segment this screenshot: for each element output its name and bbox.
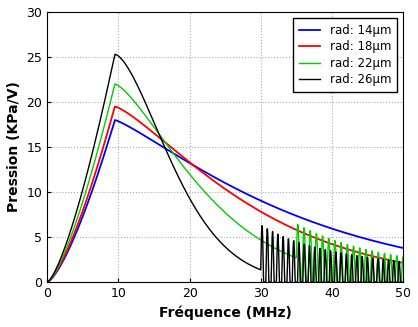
rad: 14μm: (37.3, 6.67): 14μm: (37.3, 6.67) [310, 220, 315, 224]
rad: 26μm: (32.5, 3.16): 26μm: (32.5, 3.16) [276, 252, 281, 256]
rad: 14μm: (32.5, 8.16): 14μm: (32.5, 8.16) [276, 207, 281, 211]
Legend: rad: 14μm, rad: 18μm, rad: 22μm, rad: 26μm: rad: 14μm, rad: 18μm, rad: 22μm, rad: 26… [293, 18, 397, 92]
rad: 22μm: (50, 2.82): 22μm: (50, 2.82) [400, 255, 405, 259]
rad: 18μm: (9.08, 18.3): 18μm: (9.08, 18.3) [110, 115, 115, 119]
rad: 22μm: (32.5, 3.56): 22μm: (32.5, 3.56) [276, 248, 281, 252]
rad: 18μm: (0, 0): 18μm: (0, 0) [45, 280, 50, 284]
rad: 22μm: (19.1, 12.9): 22μm: (19.1, 12.9) [181, 164, 186, 168]
rad: 22μm: (9.08, 20.7): 22μm: (9.08, 20.7) [110, 94, 115, 98]
rad: 26μm: (30, 1.37): 26μm: (30, 1.37) [258, 268, 263, 272]
rad: 14μm: (50, 3.79): 14μm: (50, 3.79) [400, 246, 405, 250]
rad: 14μm: (0, 0): 14μm: (0, 0) [45, 280, 50, 284]
rad: 18μm: (41.1, 3.93): 18μm: (41.1, 3.93) [337, 245, 342, 249]
rad: 18μm: (9.5, 19.5): 18μm: (9.5, 19.5) [112, 105, 117, 109]
rad: 14μm: (30, 9.05): 14μm: (30, 9.05) [258, 199, 263, 203]
rad: 26μm: (9.5, 25.3): 26μm: (9.5, 25.3) [112, 52, 117, 56]
X-axis label: Fréquence (MHz): Fréquence (MHz) [159, 305, 292, 320]
rad: 14μm: (41.1, 5.66): 14μm: (41.1, 5.66) [337, 229, 342, 233]
rad: 26μm: (0, 0): 26μm: (0, 0) [45, 280, 50, 284]
Line: rad: 14μm: rad: 14μm [47, 120, 403, 282]
rad: 14μm: (9.08, 16.9): 14μm: (9.08, 16.9) [110, 128, 115, 132]
Y-axis label: Pression (KPa/V): Pression (KPa/V) [7, 82, 21, 213]
rad: 22μm: (0, 0): 22μm: (0, 0) [45, 280, 50, 284]
rad: 22μm: (41.1, 1.99): 22μm: (41.1, 1.99) [337, 262, 342, 266]
rad: 18μm: (19.1, 13.9): 18μm: (19.1, 13.9) [181, 155, 186, 159]
Line: rad: 18μm: rad: 18μm [47, 107, 403, 282]
rad: 26μm: (50, 0.00434): 26μm: (50, 0.00434) [400, 280, 405, 284]
rad: 18μm: (37.3, 5.02): 18μm: (37.3, 5.02) [310, 235, 315, 239]
rad: 14μm: (9.5, 18): 14μm: (9.5, 18) [112, 118, 117, 122]
rad: 14μm: (19.1, 13.6): 14μm: (19.1, 13.6) [181, 157, 186, 161]
rad: 22μm: (30, 4.68): 22μm: (30, 4.68) [258, 238, 263, 242]
Line: rad: 22μm: rad: 22μm [47, 84, 403, 282]
rad: 26μm: (37.3, 0): 26μm: (37.3, 0) [310, 280, 315, 284]
rad: 22μm: (37.3, 0): 22μm: (37.3, 0) [310, 280, 315, 284]
rad: 18μm: (32.5, 6.75): 18μm: (32.5, 6.75) [276, 219, 281, 223]
rad: 18μm: (30, 7.83): 18μm: (30, 7.83) [258, 210, 263, 214]
rad: 18μm: (50, 2.14): 18μm: (50, 2.14) [400, 261, 405, 265]
rad: 22μm: (9.5, 22): 22μm: (9.5, 22) [112, 82, 117, 86]
rad: 26μm: (41.1, 0.267): 26μm: (41.1, 0.267) [337, 278, 342, 282]
Line: rad: 26μm: rad: 26μm [47, 54, 403, 282]
rad: 26μm: (19.1, 10.6): 26μm: (19.1, 10.6) [181, 184, 186, 188]
rad: 26μm: (9.08, 23.8): 26μm: (9.08, 23.8) [110, 66, 115, 70]
